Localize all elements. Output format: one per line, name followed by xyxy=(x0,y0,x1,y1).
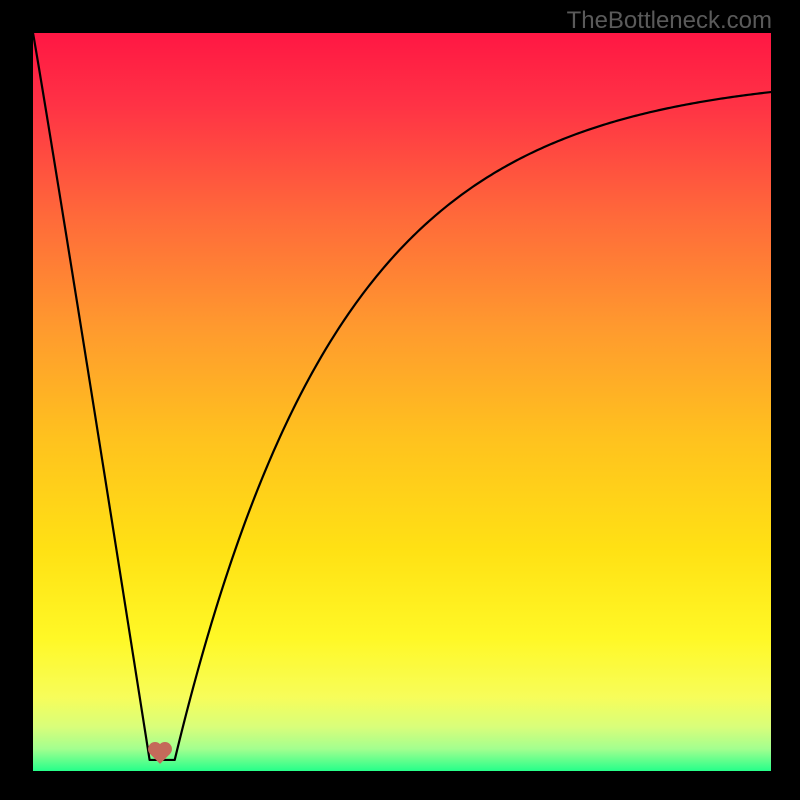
chart-plot-area xyxy=(33,33,771,771)
watermark-text: TheBottleneck.com xyxy=(567,7,772,35)
